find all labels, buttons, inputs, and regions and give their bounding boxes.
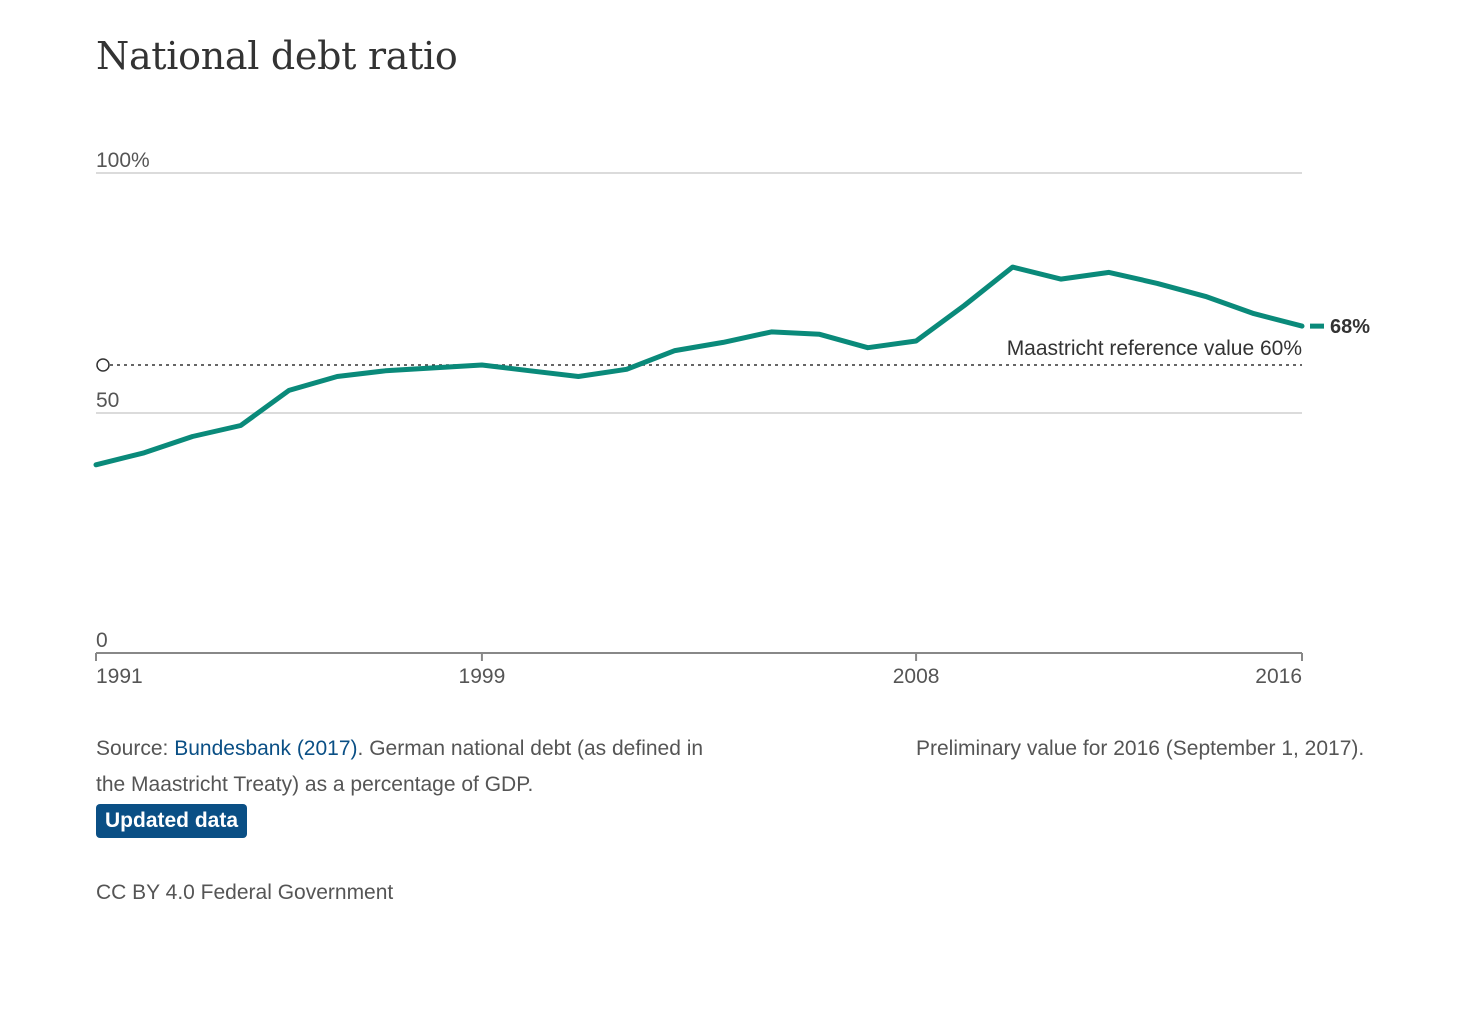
x-tick-label-2008: 2008 <box>893 665 940 688</box>
series-group: 68% <box>93 264 1370 468</box>
x-tick-label-1991: 1991 <box>96 665 143 688</box>
y-tick-label-0: 0 <box>96 629 108 652</box>
y-tick-label-50: 50 <box>96 389 119 412</box>
reference-line-label: Maastricht reference value 60% <box>1007 337 1302 360</box>
end-value-label: 68% <box>1330 316 1370 338</box>
x-tick-label-1999: 1999 <box>459 665 506 688</box>
source-prefix: Source: <box>96 737 175 760</box>
y-axis-labels: 0 50 100% <box>96 149 150 652</box>
x-axis: 1991 1999 2008 2016 <box>95 652 1303 688</box>
source-link[interactable]: Bundesbank (2017) <box>174 737 358 760</box>
reference-line-marker <box>96 358 110 372</box>
debt-ratio-chart: 0 50 100% 1991 1999 2008 2016 Maastricht refe… <box>93 149 1370 688</box>
source-description: . German national debt (as defined in th… <box>96 737 704 796</box>
chart-title: National debt ratio <box>96 34 458 78</box>
reference-line-group: Maastricht reference value 60% <box>96 337 1302 372</box>
x-tick-label-2016: 2016 <box>1255 665 1302 688</box>
series-line-0 <box>93 264 1305 468</box>
source-note: Source: Bundesbank (2017). German nation… <box>96 731 716 803</box>
preliminary-note: Preliminary value for 2016 (September 1,… <box>916 737 1365 760</box>
y-tick-label-100: 100% <box>96 149 150 172</box>
updated-data-button[interactable]: Updated data <box>96 804 248 838</box>
grid-lines <box>96 172 1302 414</box>
license-text: CC BY 4.0 Federal Government <box>96 881 394 904</box>
